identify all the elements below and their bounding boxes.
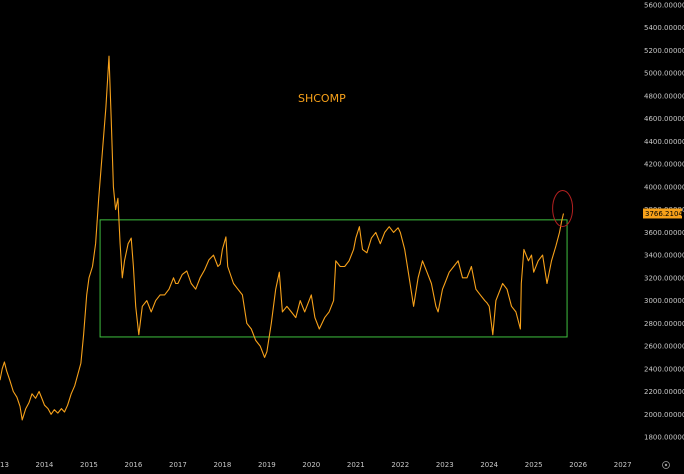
y-tick-label: 2000.000000 bbox=[644, 411, 684, 419]
y-tick-label: 5000.000000 bbox=[644, 70, 684, 78]
x-tick-label: 2016 bbox=[125, 461, 143, 469]
y-tick-label: 4400.000000 bbox=[644, 138, 684, 146]
range-box bbox=[99, 219, 568, 338]
x-tick-label: 2024 bbox=[480, 461, 498, 469]
y-tick-label: 3000.000000 bbox=[644, 297, 684, 305]
y-tick-label: 4600.000000 bbox=[644, 115, 684, 123]
y-tick-label: 3200.000000 bbox=[644, 274, 684, 282]
y-tick-label: 5600.000000 bbox=[644, 2, 684, 10]
y-tick-label: 4800.000000 bbox=[644, 92, 684, 100]
x-axis: 2013 2014 2015 2016 2017 2018 2019 2020 2021 2022… bbox=[0, 461, 632, 469]
y-tick-label: 2800.000000 bbox=[644, 320, 684, 328]
settings-icon[interactable] bbox=[662, 461, 670, 469]
x-tick-label: 2021 bbox=[347, 461, 365, 469]
x-tick-label: 2014 bbox=[36, 461, 54, 469]
x-tick-label: 2018 bbox=[213, 461, 231, 469]
y-tick-label: 1800.000000 bbox=[644, 434, 684, 442]
last-price-label-text: 3766.21040 bbox=[645, 210, 684, 218]
chart-title: SHCOMP bbox=[298, 92, 346, 105]
y-tick-label: 3400.000000 bbox=[644, 252, 684, 260]
x-tick-label: 2015 bbox=[80, 461, 98, 469]
x-tick-label: 2019 bbox=[258, 461, 276, 469]
x-tick-label: 2017 bbox=[169, 461, 187, 469]
last-price-label-bg bbox=[643, 208, 682, 219]
x-tick-label: 2027 bbox=[614, 461, 632, 469]
x-tick-label: 2020 bbox=[302, 461, 320, 469]
y-tick-label: 2600.000000 bbox=[644, 343, 684, 351]
last-price-label: 3766.21040 bbox=[643, 208, 684, 219]
x-tick-label: 2022 bbox=[391, 461, 409, 469]
x-tick-label: 2025 bbox=[525, 461, 543, 469]
y-tick-label: 2400.000000 bbox=[644, 365, 684, 373]
series-line bbox=[0, 55, 565, 421]
y-tick-label: 4200.000000 bbox=[644, 161, 684, 169]
y-tick-label: 5400.000000 bbox=[644, 24, 684, 32]
x-tick-label: 2013 bbox=[0, 461, 9, 469]
y-tick-label: 2200.000000 bbox=[644, 388, 684, 396]
y-axis: 1800.000000 2000.000000 2200.000000 2400.00… bbox=[644, 2, 684, 442]
y-tick-label: 4000.000000 bbox=[644, 183, 684, 191]
y-tick-label: 3600.000000 bbox=[644, 229, 684, 237]
x-tick-label: 2026 bbox=[569, 461, 587, 469]
x-tick-label: 2023 bbox=[436, 461, 454, 469]
highlight-circle bbox=[552, 189, 574, 227]
y-tick-label: 5200.000000 bbox=[644, 47, 684, 55]
